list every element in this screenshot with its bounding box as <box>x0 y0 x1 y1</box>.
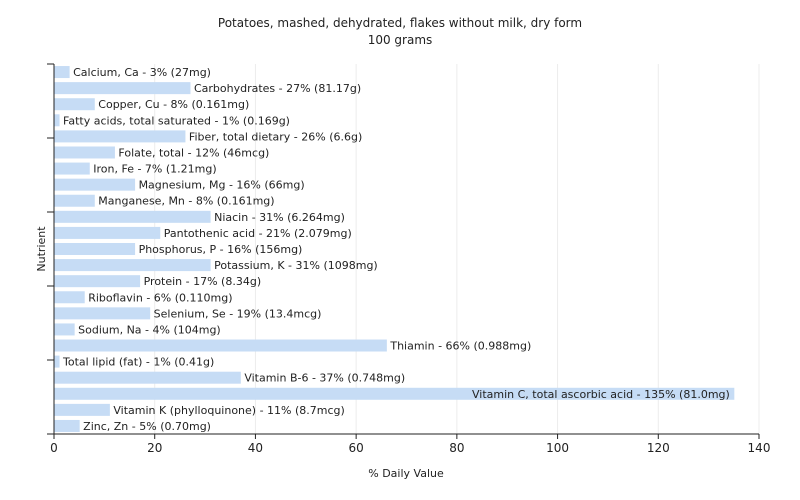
chart-title: Potatoes, mashed, dehydrated, flakes wit… <box>218 16 582 30</box>
bar-label: Magnesium, Mg - 16% (66mg) <box>139 179 305 192</box>
x-tick-label: 140 <box>748 441 771 455</box>
bar <box>54 275 141 288</box>
bar-label: Pantothenic acid - 21% (2.079mg) <box>164 227 352 240</box>
bar <box>54 162 90 175</box>
axes <box>53 64 759 435</box>
bar-label: Carbohydrates - 27% (81.17g) <box>194 82 361 95</box>
bar-label: Thiamin - 66% (0.988mg) <box>389 340 531 353</box>
x-tick-label: 120 <box>647 441 670 455</box>
bar <box>54 146 115 159</box>
bar-label: Vitamin C, total ascorbic acid - 135% (8… <box>472 388 730 401</box>
bar <box>54 210 211 223</box>
x-tick-label: 40 <box>248 441 263 455</box>
x-tick-label: 60 <box>349 441 364 455</box>
chart-subtitle: 100 grams <box>368 33 433 47</box>
y-axis-title: Nutrient <box>35 226 48 272</box>
bar <box>54 114 60 127</box>
bar-label: Zinc, Zn - 5% (0.70mg) <box>83 420 211 433</box>
bar <box>54 66 70 79</box>
x-tick-label: 80 <box>449 441 464 455</box>
bar <box>54 243 136 255</box>
bar <box>54 194 95 207</box>
bar <box>54 403 110 416</box>
x-tick-label: 0 <box>50 441 58 455</box>
bar-label: Sodium, Na - 4% (104mg) <box>78 323 221 336</box>
bar-label: Potassium, K - 31% (1098mg) <box>214 259 378 272</box>
bar-label: Protein - 17% (8.34g) <box>144 275 262 288</box>
bar <box>54 339 387 352</box>
x-tick-label: 20 <box>147 441 162 455</box>
bar <box>54 371 241 384</box>
bar-label: Niacin - 31% (6.264mg) <box>214 211 345 224</box>
bar <box>54 82 191 95</box>
bar-label: Vitamin K (phylloquinone) - 11% (8.7mcg) <box>113 404 344 417</box>
bar-label: Copper, Cu - 8% (0.161mg) <box>98 98 249 111</box>
bars-group: Calcium, Ca - 3% (27mg) Carbohydrates - 2… <box>54 66 735 433</box>
x-tick-label: 100 <box>546 441 569 455</box>
bar-label: Iron, Fe - 7% (1.21mg) <box>93 163 216 176</box>
bar-label: Fiber, total dietary - 26% (6.6g) <box>189 130 362 143</box>
bar-label: Vitamin B-6 - 37% (0.748mg) <box>244 372 405 385</box>
bar <box>54 226 161 239</box>
bar-label: Riboflavin - 6% (0.110mg) <box>88 291 232 304</box>
bar <box>54 98 95 111</box>
y-ticks <box>47 63 54 435</box>
bar <box>54 323 75 336</box>
bar-label: Calcium, Ca - 3% (27mg) <box>73 66 211 79</box>
x-axis-title: % Daily Value <box>368 467 444 480</box>
bar <box>54 355 60 368</box>
x-ticks: 0 20 40 60 80 100 120 140 <box>50 434 770 455</box>
bar <box>54 307 151 320</box>
bar <box>54 130 186 143</box>
bar-label: Selenium, Se - 19% (13.4mcg) <box>154 307 322 320</box>
gridlines <box>154 64 760 434</box>
bar <box>54 259 211 272</box>
bar <box>54 178 136 191</box>
bar <box>54 387 735 400</box>
bar-label: Folate, total - 12% (46mcg) <box>118 146 269 159</box>
bar-label: Phosphorus, P - 16% (156mg) <box>139 243 303 256</box>
bar-label: Total lipid (fat) - 1% (0.41g) <box>62 356 214 369</box>
bar <box>54 291 85 304</box>
bar <box>54 419 80 432</box>
bar-label: Manganese, Mn - 8% (0.161mg) <box>98 195 274 208</box>
bar-label: Fatty acids, total saturated - 1% (0.169… <box>63 114 290 127</box>
